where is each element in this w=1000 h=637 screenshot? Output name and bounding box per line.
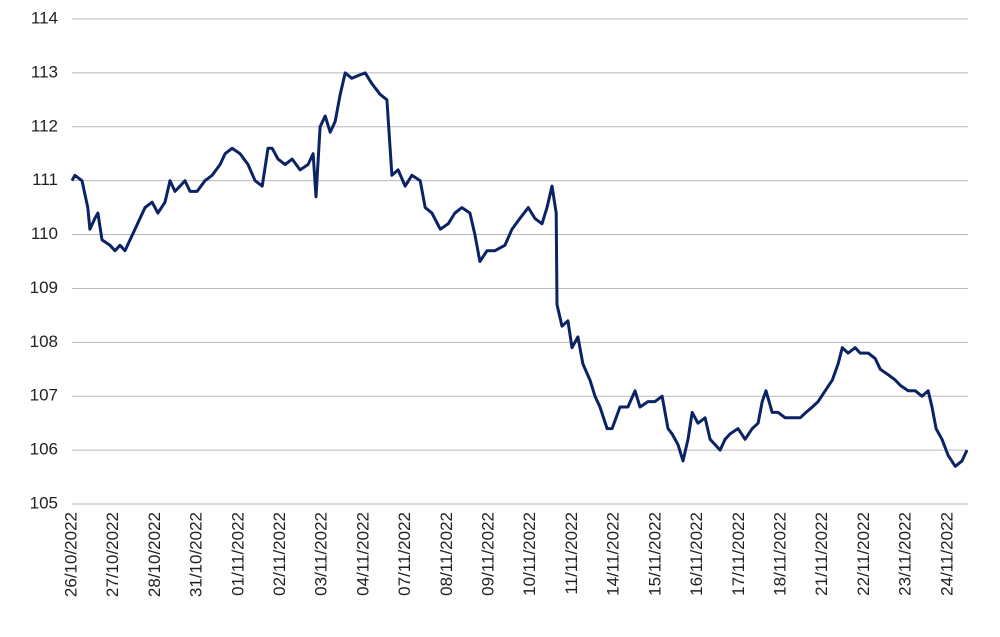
x-tick-label: 02/11/2022 — [270, 512, 289, 596]
y-tick-label: 114 — [31, 8, 58, 27]
y-tick-label: 105 — [30, 493, 58, 512]
x-tick-label: 31/10/2022 — [187, 512, 206, 597]
x-tick-label: 18/11/2022 — [770, 512, 789, 596]
x-tick-label: 08/11/2022 — [437, 512, 456, 596]
x-tick-label: 27/10/2022 — [103, 512, 122, 597]
y-tick-label: 107 — [30, 386, 58, 405]
x-tick-label: 04/11/2022 — [353, 512, 372, 596]
y-tick-label: 110 — [31, 224, 58, 243]
price-line — [70, 71, 969, 468]
y-tick-label: 112 — [31, 116, 58, 135]
x-tick-label: 24/11/2022 — [937, 512, 956, 596]
x-tick-label: 28/10/2022 — [145, 512, 164, 597]
x-tick-label: 22/11/2022 — [854, 512, 873, 596]
y-tick-label: 106 — [30, 440, 58, 459]
x-tick-label: 11/11/2022 — [562, 512, 581, 595]
y-tick-label: 108 — [30, 332, 58, 351]
y-tick-label: 113 — [31, 62, 58, 81]
x-tick-label: 14/11/2022 — [604, 512, 623, 596]
x-tick-label: 16/11/2022 — [687, 512, 706, 596]
x-tick-label: 10/11/2022 — [520, 512, 539, 596]
y-tick-label: 111 — [32, 170, 58, 189]
x-tick-label: 03/11/2022 — [312, 512, 331, 596]
x-tick-label: 17/11/2022 — [729, 512, 748, 596]
x-tick-label: 15/11/2022 — [645, 512, 664, 596]
x-tick-label: 26/10/2022 — [61, 512, 80, 597]
x-tick-label: 01/11/2022 — [228, 512, 247, 596]
x-tick-label: 21/11/2022 — [812, 512, 831, 596]
y-tick-label: 109 — [30, 278, 58, 297]
x-tick-label: 09/11/2022 — [479, 512, 498, 596]
x-tick-label: 07/11/2022 — [395, 512, 414, 596]
x-tick-label: 23/11/2022 — [896, 512, 915, 596]
